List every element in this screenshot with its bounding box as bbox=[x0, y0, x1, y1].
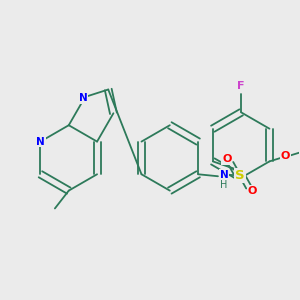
Text: N: N bbox=[36, 136, 45, 147]
Text: O: O bbox=[280, 152, 290, 161]
Text: O: O bbox=[248, 186, 257, 196]
Text: N: N bbox=[220, 170, 228, 180]
Text: F: F bbox=[237, 81, 245, 91]
Text: S: S bbox=[235, 169, 244, 182]
Text: H: H bbox=[220, 180, 228, 190]
Text: O: O bbox=[222, 154, 232, 164]
Text: N: N bbox=[79, 93, 88, 103]
